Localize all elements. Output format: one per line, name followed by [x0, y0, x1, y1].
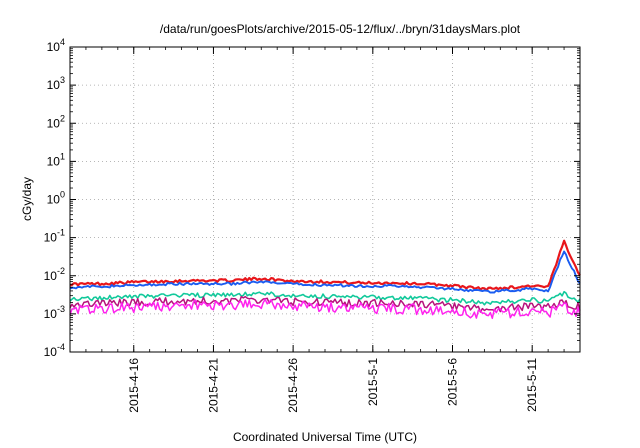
x-axis-label: Coordinated Universal Time (UTC): [233, 430, 417, 444]
y-tick-label: 10-3: [44, 304, 65, 321]
y-tick-label: 10-2: [44, 266, 65, 283]
y-tick-label: 104: [47, 37, 65, 54]
y-tick-label: 102: [47, 113, 65, 130]
series-line-3: [69, 290, 581, 306]
y-tick-label: 10-4: [44, 342, 65, 359]
y-tick-label: 103: [47, 75, 65, 92]
series-line-5: [69, 298, 581, 320]
y-axis: 10-4 10-3 10-2 10-1 100 101 102 103 104: [44, 37, 580, 359]
x-axis: 2015-4-16 2015-4-21 2015-4-26 2015-5-1 2015-…: [85, 47, 565, 413]
y-tick-label: 100: [47, 190, 65, 207]
x-tick-label: 2015-5-6: [446, 358, 460, 406]
y-tick-label: 10-1: [44, 228, 65, 245]
chart-title: /data/run/goesPlots/archive/2015-05-12/f…: [160, 22, 521, 36]
series-line-2: [69, 250, 581, 294]
x-tick-label: 2015-5-1: [366, 358, 380, 406]
y-tick-label: 101: [47, 151, 65, 168]
x-tick-label: 2015-5-11: [525, 358, 539, 412]
x-tick-label: 2015-4-26: [286, 358, 300, 413]
x-tick-label: 2015-4-21: [206, 358, 220, 413]
x-tick-label: 2015-4-16: [127, 358, 141, 413]
series-layer: [69, 239, 581, 320]
grid: [70, 47, 580, 352]
series-line-1: [69, 239, 581, 292]
y-axis-label: cGy/day: [20, 177, 34, 221]
